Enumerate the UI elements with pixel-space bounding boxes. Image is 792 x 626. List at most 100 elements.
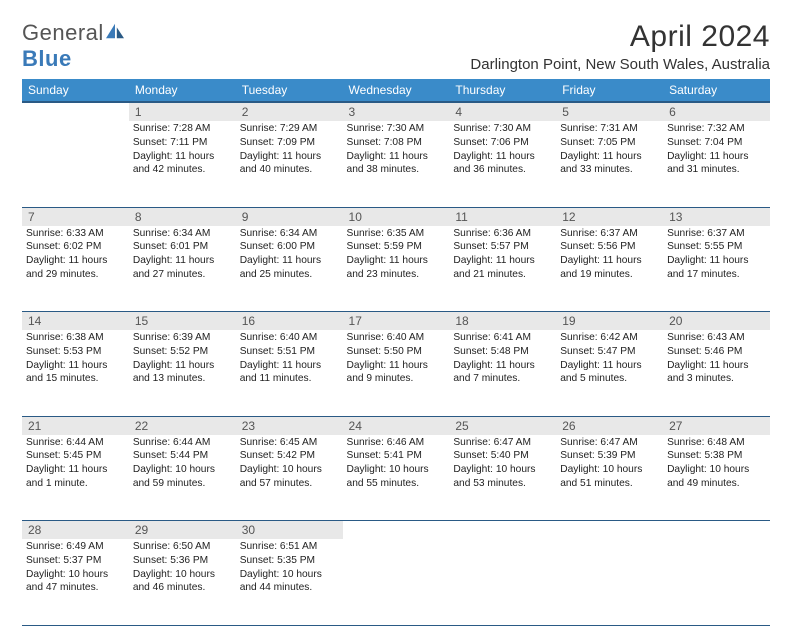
daylight-text: Daylight: 11 hours and 29 minutes.	[26, 254, 125, 282]
day-cell-body: Sunrise: 7:32 AMSunset: 7:04 PMDaylight:…	[663, 121, 770, 181]
day-cell	[449, 539, 556, 625]
day-cell-body: Sunrise: 7:30 AMSunset: 7:08 PMDaylight:…	[343, 121, 450, 181]
sunrise-text: Sunrise: 7:30 AM	[347, 122, 446, 136]
day-cell: Sunrise: 6:37 AMSunset: 5:55 PMDaylight:…	[663, 226, 770, 312]
day-cell: Sunrise: 6:48 AMSunset: 5:38 PMDaylight:…	[663, 435, 770, 521]
sunset-text: Sunset: 5:48 PM	[453, 345, 552, 359]
day-cell-body: Sunrise: 6:47 AMSunset: 5:40 PMDaylight:…	[449, 435, 556, 495]
sunset-text: Sunset: 7:04 PM	[667, 136, 766, 150]
day-cell: Sunrise: 6:38 AMSunset: 5:53 PMDaylight:…	[22, 330, 129, 416]
day-cell-body: Sunrise: 6:37 AMSunset: 5:56 PMDaylight:…	[556, 226, 663, 286]
daylight-text: Daylight: 11 hours and 40 minutes.	[240, 150, 339, 178]
daylight-text: Daylight: 11 hours and 27 minutes.	[133, 254, 232, 282]
daylight-text: Daylight: 11 hours and 3 minutes.	[667, 359, 766, 387]
daylight-text: Daylight: 10 hours and 46 minutes.	[133, 568, 232, 596]
sunset-text: Sunset: 5:47 PM	[560, 345, 659, 359]
day-cell: Sunrise: 6:40 AMSunset: 5:51 PMDaylight:…	[236, 330, 343, 416]
week-row: Sunrise: 6:49 AMSunset: 5:37 PMDaylight:…	[22, 539, 770, 625]
sunset-text: Sunset: 5:35 PM	[240, 554, 339, 568]
day-cell: Sunrise: 6:41 AMSunset: 5:48 PMDaylight:…	[449, 330, 556, 416]
daylight-text: Daylight: 11 hours and 21 minutes.	[453, 254, 552, 282]
day-cell: Sunrise: 6:36 AMSunset: 5:57 PMDaylight:…	[449, 226, 556, 312]
day-number: 1	[129, 102, 236, 121]
day-number: 11	[449, 207, 556, 226]
sunrise-text: Sunrise: 6:41 AM	[453, 331, 552, 345]
sunset-text: Sunset: 5:53 PM	[26, 345, 125, 359]
day-number: 6	[663, 102, 770, 121]
day-cell: Sunrise: 6:33 AMSunset: 6:02 PMDaylight:…	[22, 226, 129, 312]
daylight-text: Daylight: 11 hours and 7 minutes.	[453, 359, 552, 387]
sunset-text: Sunset: 7:09 PM	[240, 136, 339, 150]
daylight-text: Daylight: 10 hours and 53 minutes.	[453, 463, 552, 491]
sunrise-text: Sunrise: 6:44 AM	[26, 436, 125, 450]
day-number: 14	[22, 312, 129, 331]
day-cell-body: Sunrise: 6:38 AMSunset: 5:53 PMDaylight:…	[22, 330, 129, 390]
day-cell: Sunrise: 6:34 AMSunset: 6:01 PMDaylight:…	[129, 226, 236, 312]
day-number: 27	[663, 416, 770, 435]
day-cell-body: Sunrise: 6:34 AMSunset: 6:00 PMDaylight:…	[236, 226, 343, 286]
day-cell-body: Sunrise: 6:49 AMSunset: 5:37 PMDaylight:…	[22, 539, 129, 599]
day-number-row: 78910111213	[22, 207, 770, 226]
day-header: Tuesday	[236, 79, 343, 102]
daylight-text: Daylight: 11 hours and 9 minutes.	[347, 359, 446, 387]
sunrise-text: Sunrise: 6:44 AM	[133, 436, 232, 450]
daylight-text: Daylight: 11 hours and 33 minutes.	[560, 150, 659, 178]
day-cell: Sunrise: 6:46 AMSunset: 5:41 PMDaylight:…	[343, 435, 450, 521]
sunrise-text: Sunrise: 6:37 AM	[667, 227, 766, 241]
sunrise-text: Sunrise: 6:39 AM	[133, 331, 232, 345]
day-cell: Sunrise: 6:47 AMSunset: 5:40 PMDaylight:…	[449, 435, 556, 521]
sunrise-text: Sunrise: 6:34 AM	[133, 227, 232, 241]
day-cell-body: Sunrise: 6:44 AMSunset: 5:44 PMDaylight:…	[129, 435, 236, 495]
day-cell: Sunrise: 6:37 AMSunset: 5:56 PMDaylight:…	[556, 226, 663, 312]
brand-name-part2: Blue	[22, 46, 72, 71]
sunset-text: Sunset: 5:46 PM	[667, 345, 766, 359]
day-number: 21	[22, 416, 129, 435]
day-number: 24	[343, 416, 450, 435]
day-cell: Sunrise: 7:30 AMSunset: 7:06 PMDaylight:…	[449, 121, 556, 207]
day-number: 4	[449, 102, 556, 121]
sunrise-text: Sunrise: 6:46 AM	[347, 436, 446, 450]
day-number: 17	[343, 312, 450, 331]
day-cell-body: Sunrise: 7:30 AMSunset: 7:06 PMDaylight:…	[449, 121, 556, 181]
sunrise-text: Sunrise: 7:29 AM	[240, 122, 339, 136]
day-cell: Sunrise: 7:32 AMSunset: 7:04 PMDaylight:…	[663, 121, 770, 207]
sunrise-text: Sunrise: 6:49 AM	[26, 540, 125, 554]
day-cell-body: Sunrise: 6:51 AMSunset: 5:35 PMDaylight:…	[236, 539, 343, 599]
day-number: 29	[129, 521, 236, 540]
day-cell-body: Sunrise: 6:39 AMSunset: 5:52 PMDaylight:…	[129, 330, 236, 390]
day-cell: Sunrise: 7:28 AMSunset: 7:11 PMDaylight:…	[129, 121, 236, 207]
day-header: Monday	[129, 79, 236, 102]
sunset-text: Sunset: 5:52 PM	[133, 345, 232, 359]
daylight-text: Daylight: 11 hours and 25 minutes.	[240, 254, 339, 282]
sunrise-text: Sunrise: 6:43 AM	[667, 331, 766, 345]
sunrise-text: Sunrise: 6:40 AM	[347, 331, 446, 345]
sunset-text: Sunset: 5:38 PM	[667, 449, 766, 463]
sunset-text: Sunset: 5:40 PM	[453, 449, 552, 463]
sunset-text: Sunset: 6:00 PM	[240, 240, 339, 254]
sunrise-text: Sunrise: 7:32 AM	[667, 122, 766, 136]
sunrise-text: Sunrise: 6:35 AM	[347, 227, 446, 241]
day-number	[449, 521, 556, 540]
day-cell-body: Sunrise: 6:35 AMSunset: 5:59 PMDaylight:…	[343, 226, 450, 286]
calendar-table: SundayMondayTuesdayWednesdayThursdayFrid…	[22, 79, 770, 626]
daylight-text: Daylight: 11 hours and 38 minutes.	[347, 150, 446, 178]
sunrise-text: Sunrise: 6:36 AM	[453, 227, 552, 241]
sunset-text: Sunset: 5:36 PM	[133, 554, 232, 568]
sunset-text: Sunset: 5:57 PM	[453, 240, 552, 254]
day-number: 3	[343, 102, 450, 121]
sunset-text: Sunset: 5:56 PM	[560, 240, 659, 254]
sail-icon	[104, 22, 126, 40]
sunset-text: Sunset: 7:08 PM	[347, 136, 446, 150]
day-number: 8	[129, 207, 236, 226]
daylight-text: Daylight: 11 hours and 19 minutes.	[560, 254, 659, 282]
day-cell-body: Sunrise: 6:45 AMSunset: 5:42 PMDaylight:…	[236, 435, 343, 495]
day-number: 15	[129, 312, 236, 331]
sunrise-text: Sunrise: 6:33 AM	[26, 227, 125, 241]
daylight-text: Daylight: 10 hours and 44 minutes.	[240, 568, 339, 596]
daylight-text: Daylight: 10 hours and 47 minutes.	[26, 568, 125, 596]
day-cell-body: Sunrise: 6:34 AMSunset: 6:01 PMDaylight:…	[129, 226, 236, 286]
day-cell: Sunrise: 6:42 AMSunset: 5:47 PMDaylight:…	[556, 330, 663, 416]
brand-name: General Blue	[22, 20, 126, 72]
day-cell-body: Sunrise: 7:29 AMSunset: 7:09 PMDaylight:…	[236, 121, 343, 181]
daylight-text: Daylight: 10 hours and 51 minutes.	[560, 463, 659, 491]
